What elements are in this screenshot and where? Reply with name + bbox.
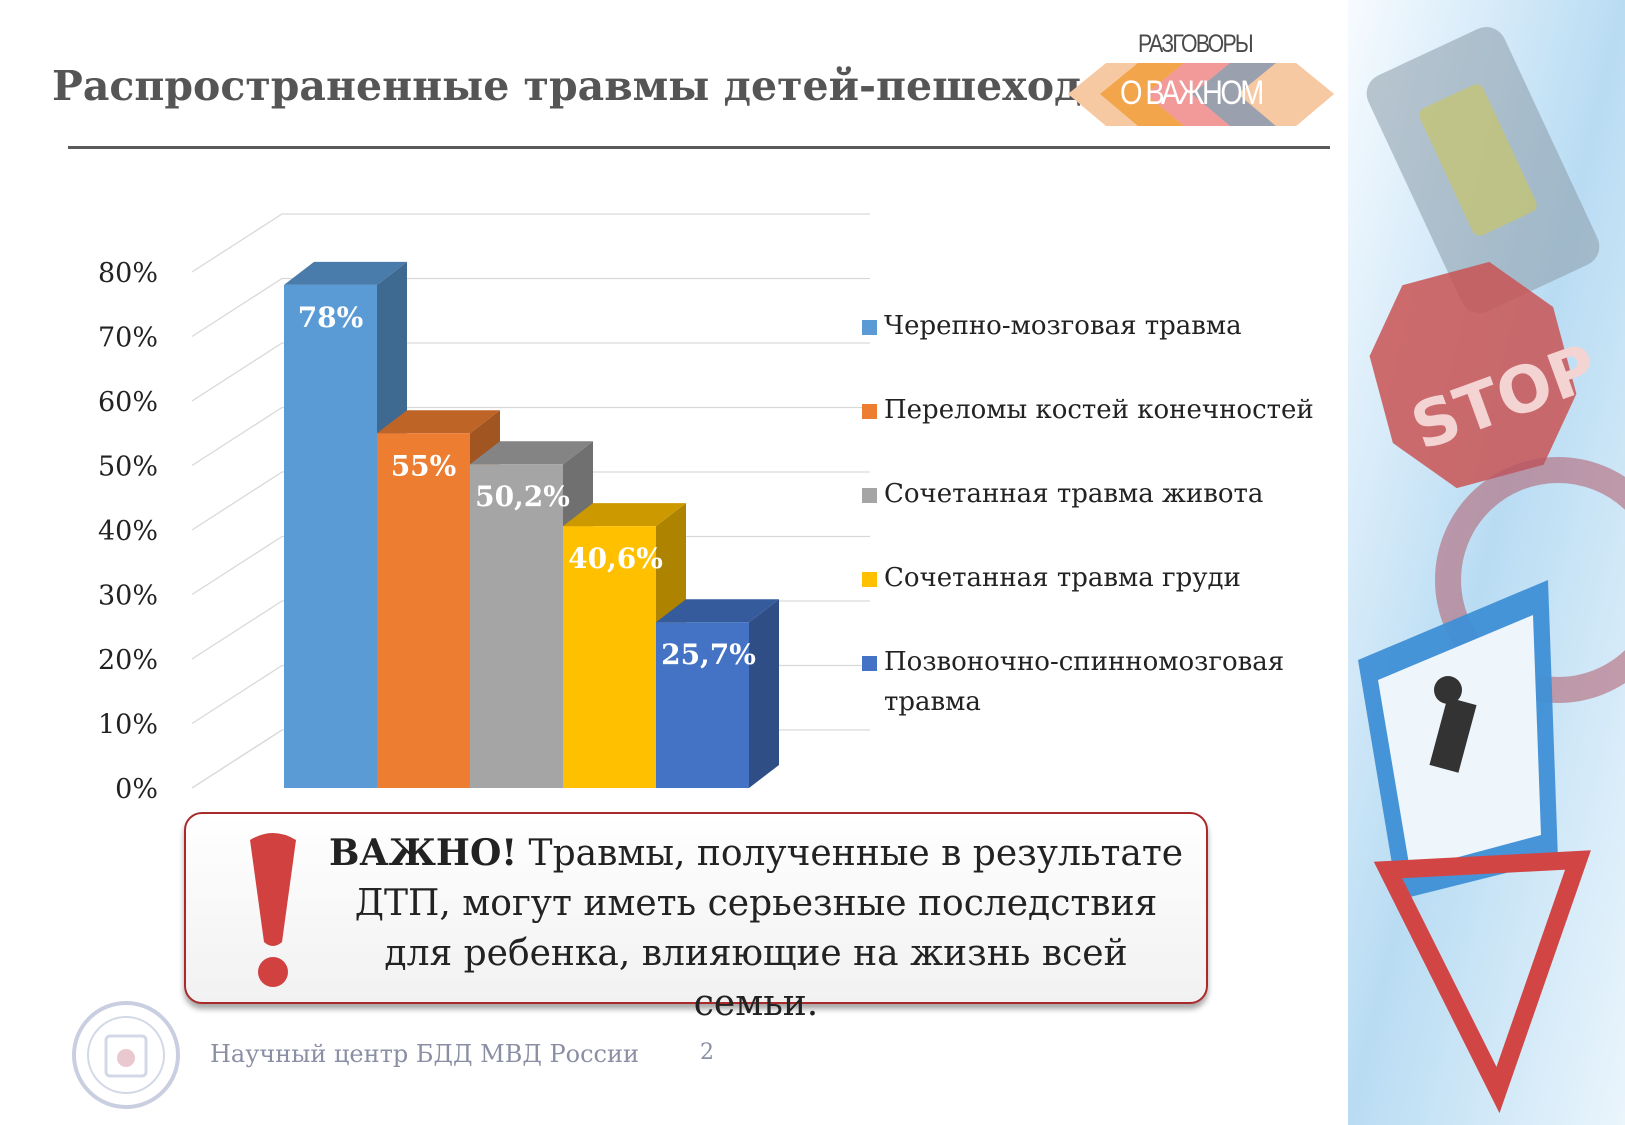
callout-emphasis: ВАЖНО! xyxy=(328,832,518,874)
gridline xyxy=(191,471,870,531)
y-tick-label: 20% xyxy=(98,645,158,676)
gridline xyxy=(191,213,870,273)
legend-label: Сочетанная травма живота xyxy=(884,479,1264,509)
legend-label: Сочетанная травма груди xyxy=(884,563,1241,593)
bar-top xyxy=(656,599,779,623)
legend-swatch xyxy=(862,572,877,587)
road-signs-image: STOP xyxy=(1348,0,1625,1125)
bar xyxy=(284,284,377,788)
seal-logo xyxy=(72,1001,180,1109)
data-label: 25,7% xyxy=(661,638,756,671)
y-tick-label: 50% xyxy=(98,452,158,483)
y-tick-label: 60% xyxy=(98,387,158,418)
bar-top xyxy=(377,410,500,434)
logo-line1: РАЗГОВОРЫ xyxy=(1138,30,1254,58)
axis-floor-line xyxy=(191,729,283,789)
callout-text: ВАЖНО! Травмы, полученные в результате Д… xyxy=(326,828,1186,1029)
page-number: 2 xyxy=(700,1040,714,1065)
logo-chevrons xyxy=(1068,63,1334,126)
gridline xyxy=(191,277,870,338)
y-tick-label: 70% xyxy=(98,323,158,354)
y-tick-label: 40% xyxy=(98,516,158,547)
title-divider xyxy=(68,146,1330,149)
bar xyxy=(377,433,470,788)
bar-side xyxy=(749,599,779,788)
y-axis-ticks: 0% 10% 20% 30% 40% 50% 60% 70% 80% xyxy=(98,258,158,805)
bar-top xyxy=(284,261,407,285)
slide-title: Распространенные травмы детей-пешеходов xyxy=(52,62,1138,110)
bar-top xyxy=(470,441,593,465)
important-callout: ВАЖНО! Травмы, полученные в результате Д… xyxy=(184,812,1208,1024)
data-label: 78% xyxy=(298,301,364,334)
bar xyxy=(656,622,749,788)
y-tick-label: 0% xyxy=(115,774,158,805)
legend-label: Переломы костей конечностей xyxy=(884,395,1314,425)
legend-label: Позвоночно-спинномозговая травма xyxy=(884,647,1285,717)
gridline xyxy=(191,342,870,402)
exclamation-icon xyxy=(250,833,296,987)
legend-swatch xyxy=(862,488,877,503)
gridline xyxy=(191,406,870,467)
bar xyxy=(470,464,563,788)
bar-top xyxy=(563,503,686,527)
logo-line2: О ВАЖНОМ xyxy=(1120,74,1264,112)
y-tick-label: 30% xyxy=(98,581,158,612)
chart-bars: 78% 55% 50,2% 40,6% 25,7% xyxy=(284,261,779,788)
data-label: 40,6% xyxy=(568,542,663,575)
legend-swatch xyxy=(862,320,877,335)
legend-swatch xyxy=(862,656,877,671)
y-tick-label: 80% xyxy=(98,258,158,289)
callout-body: Травмы, полученные в результате ДТП, мог… xyxy=(354,833,1184,1024)
data-label: 50,2% xyxy=(475,480,570,513)
bar-chart: 0% 10% 20% 30% 40% 50% 60% 70% 80% 78% 55% 50,2% 40… xyxy=(98,213,870,805)
bar xyxy=(563,526,656,788)
razgovory-logo: РАЗГОВОРЫ О ВАЖНОМ xyxy=(1068,30,1334,132)
data-label: 55% xyxy=(391,449,457,482)
legend-swatch xyxy=(862,404,877,419)
footer-organization: Научный центр БДД МВД России xyxy=(210,1040,639,1068)
y-tick-label: 10% xyxy=(98,710,158,741)
legend-label: Черепно-мозговая травма xyxy=(884,311,1242,341)
